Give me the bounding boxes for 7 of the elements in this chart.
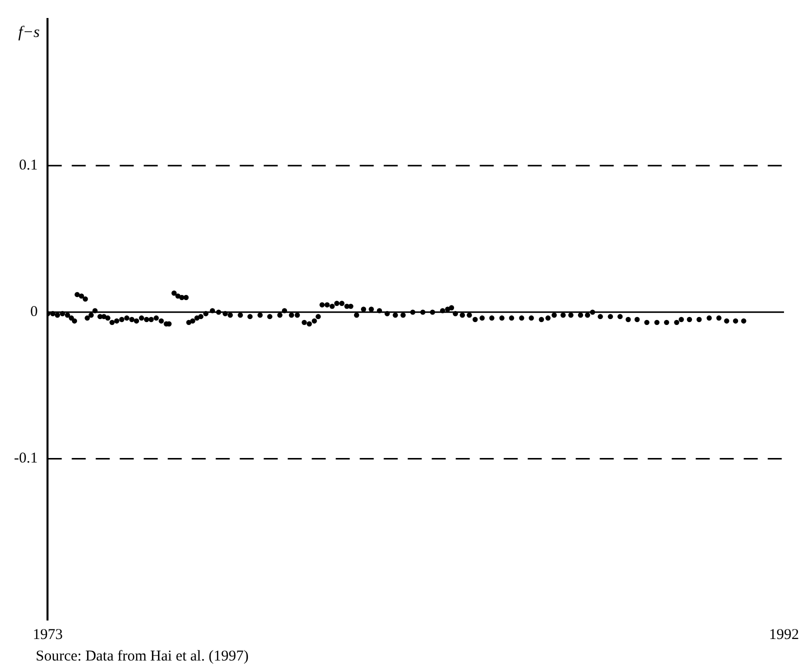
source-note: Source: Data from Hai et al. (1997) [36, 648, 249, 664]
y-tick-label: 0 [30, 304, 38, 320]
y-tick-label: 0.1 [18, 158, 38, 174]
y-axis-title: f−s [18, 24, 40, 42]
x-tick-label: 1973 [32, 626, 63, 643]
y-tick-label: -0.1 [14, 450, 38, 467]
x-tick-label: 1992 [769, 626, 799, 643]
